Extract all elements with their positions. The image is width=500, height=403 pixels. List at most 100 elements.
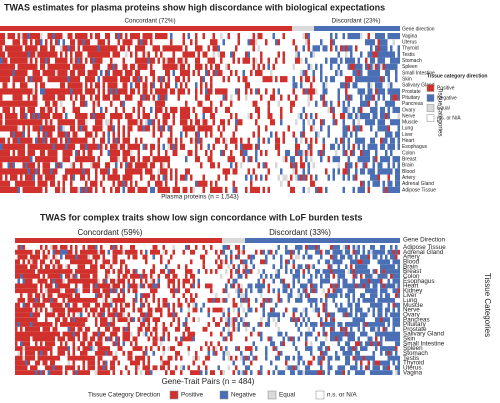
heatmap-cell: [195, 39, 198, 46]
heatmap-cell: [160, 254, 163, 260]
heatmap-cell: [175, 355, 178, 361]
heatmap-cell: [262, 63, 265, 70]
heatmap-cell: [205, 82, 208, 89]
row-label: Uterus: [402, 40, 417, 46]
heatmap-cell: [17, 137, 20, 144]
heatmap-cell: [75, 293, 80, 298]
heatmap-cell: [397, 45, 400, 52]
heatmap-cell: [82, 186, 85, 193]
heatmap-cell: [245, 288, 248, 294]
heatmap-cell: [360, 312, 368, 318]
heatmap-cell: [242, 370, 245, 375]
heatmap-cell: [375, 82, 383, 89]
heatmap-cell: [125, 249, 138, 255]
heatmap-cell: [160, 336, 163, 342]
heatmap-cell: [342, 278, 348, 284]
heatmap-cell: [40, 45, 48, 52]
heatmap-cell: [290, 174, 293, 181]
heatmap-cell: [75, 283, 78, 289]
heatmap-cell: [152, 131, 155, 138]
heatmap-cell: [307, 33, 310, 40]
row-label: Brain: [402, 163, 414, 169]
heatmap-cell: [387, 106, 390, 113]
heatmap-cell: [355, 341, 360, 347]
heatmap-cell: [317, 312, 320, 318]
heatmap-cell: [217, 69, 223, 77]
heatmap-cell: [195, 143, 198, 150]
heatmap-cell: [60, 254, 63, 260]
heatmap-cell: [167, 283, 170, 289]
heatmap-cell: [220, 370, 223, 375]
heatmap-cell: [42, 94, 55, 101]
heatmap-cell: [365, 288, 378, 294]
heatmap-cell: [100, 106, 103, 113]
heatmap-cell: [260, 331, 263, 337]
heatmap-cell: [292, 365, 295, 371]
heatmap-cell: [35, 137, 38, 144]
heatmap-cell: [100, 331, 105, 337]
row-label: Adipose Tissue: [402, 187, 436, 193]
heatmap-cell: [195, 131, 198, 138]
heatmap-cell: [122, 131, 125, 138]
heatmap-cell: [122, 39, 133, 46]
heatmap-cell: [255, 57, 258, 64]
heatmap-cell: [280, 94, 283, 101]
heatmap-cell: [110, 57, 113, 64]
heatmap-cell: [277, 297, 280, 303]
heatmap-cell: [52, 365, 55, 371]
heatmap-cell: [235, 113, 238, 120]
heatmap-cell: [317, 370, 323, 375]
heatmap-cell: [72, 370, 75, 375]
heatmap-cell: [80, 273, 90, 279]
heatmap-cell: [225, 346, 228, 351]
heatmap-cell: [392, 273, 400, 279]
heatmap-cell: [387, 113, 390, 120]
heatmap-cell: [222, 259, 225, 265]
heatmap-cell: [180, 336, 183, 342]
heatmap-cell: [222, 370, 225, 375]
heatmap-cell: [240, 249, 243, 255]
heatmap-cell: [65, 341, 68, 347]
heatmap-cell: [397, 264, 400, 270]
heatmap-cell: [117, 360, 120, 366]
heatmap-cell: [142, 302, 145, 308]
heatmap-cell: [287, 293, 293, 298]
heatmap-cell: [235, 119, 238, 126]
heatmap-cell: [105, 293, 110, 298]
heatmap-cell: [232, 57, 235, 64]
heatmap-cell: [245, 326, 248, 332]
heatmap-cell: [20, 82, 28, 89]
heatmap-cell: [375, 360, 380, 366]
heatmap-cell: [380, 45, 388, 52]
heatmap-cell: [190, 174, 193, 181]
heatmap-cell: [67, 45, 70, 52]
heatmap-cell: [35, 297, 38, 303]
heatmap-cell: [90, 307, 98, 313]
heatmap-cell: [82, 365, 85, 371]
heatmap-cell: [2, 57, 8, 64]
heatmap-cell: [370, 174, 378, 181]
row-label: Small Intestine: [402, 70, 435, 76]
heatmap-cell: [117, 317, 128, 323]
heatmap-cell: [305, 88, 308, 95]
heatmap-cell: [375, 149, 378, 157]
heatmap-cell: [190, 293, 193, 298]
heatmap-cell: [307, 39, 310, 46]
heatmap-cell: [120, 259, 125, 265]
heatmap-cell: [377, 162, 383, 169]
heatmap-cell: [197, 180, 208, 187]
heatmap-cell: [390, 119, 400, 126]
heatmap-cell: [287, 259, 290, 265]
heatmap-cell: [15, 370, 35, 375]
heatmap-cell: [15, 273, 20, 279]
heatmap-cell: [260, 273, 263, 279]
heatmap-cell: [385, 293, 390, 298]
heatmap-cell: [57, 39, 60, 46]
heatmap-cell: [167, 365, 170, 371]
heatmap-cell: [230, 355, 233, 361]
heatmap-cell: [380, 283, 383, 289]
heatmap-cell: [77, 119, 85, 126]
heatmap-cell: [370, 106, 378, 113]
heatmap-cell: [82, 125, 88, 132]
heatmap-cell: [15, 312, 30, 318]
